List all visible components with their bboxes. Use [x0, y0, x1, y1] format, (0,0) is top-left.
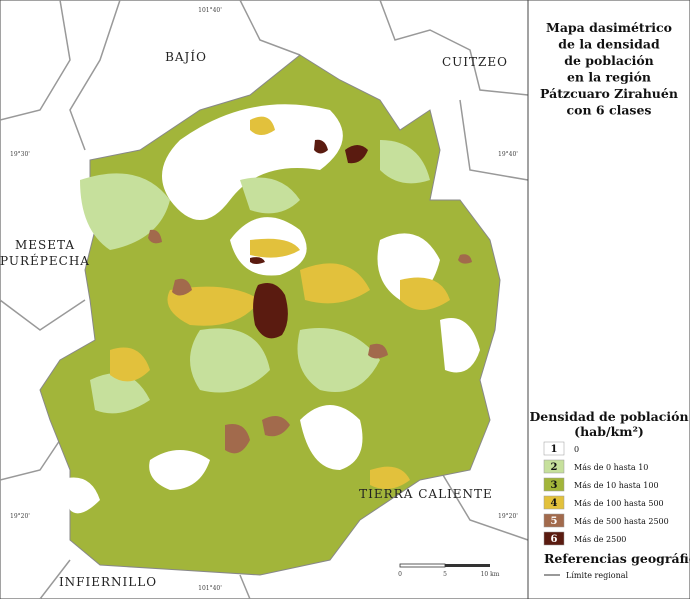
scale-label: 0	[398, 571, 402, 578]
legend-title: Densidad de población	[529, 409, 688, 424]
legend-swatch	[543, 459, 565, 474]
region-label: INFIERNILLO	[59, 575, 157, 589]
map-title: de población	[564, 53, 654, 68]
legend-swatch	[543, 531, 565, 546]
legend-class: 3	[551, 480, 558, 491]
map-title: en la región	[567, 70, 651, 85]
legend-label: Más de 2500	[574, 535, 626, 544]
region-label: MESETA	[15, 238, 75, 252]
legend-class: 1	[551, 444, 558, 455]
legend-class: 4	[551, 498, 558, 509]
region-labels: BAJÍO CUITZEO MESETA PURÉPECHA TIERRA CA…	[0, 49, 508, 589]
coord-label: 19°20'	[498, 513, 518, 520]
map-title: Mapa dasimétrico	[546, 20, 672, 35]
region-label: BAJÍO	[165, 49, 207, 64]
legend-label: Más de 100 hasta 500	[574, 499, 664, 508]
density-patches	[60, 104, 480, 514]
legend-swatch	[543, 513, 565, 528]
legend-class: 2	[551, 462, 558, 473]
coord-label: 101°40'	[198, 7, 222, 14]
reference-label: Límite regional	[566, 571, 628, 580]
scale-label: 5	[443, 571, 447, 578]
coord-label: 19°20'	[10, 513, 30, 520]
legend-label: Más de 0 hasta 10	[574, 463, 648, 472]
coord-label: 19°40'	[498, 151, 518, 158]
legend-swatch	[543, 477, 565, 492]
region-label: CUITZEO	[442, 55, 508, 69]
coord-label: 101°40'	[198, 585, 222, 592]
scale-bar: 0 5 10 km	[398, 563, 500, 578]
legend-label: 0	[574, 445, 579, 454]
coord-label: 19°30'	[10, 151, 30, 158]
legend-class: 5	[551, 516, 558, 527]
region-label: PURÉPECHA	[0, 253, 90, 268]
map-title: con 6 clases	[567, 103, 652, 118]
legend-title: (hab/km²)	[574, 424, 644, 439]
map: 101°40' 19°30' 19°40' 19°20' 19°20' 101°…	[0, 0, 529, 599]
scale-label: 10 km	[481, 571, 500, 578]
legend-label: Más de 10 hasta 100	[574, 481, 659, 490]
neighbor-boundaries	[0, 0, 529, 599]
coordinates: 101°40' 19°30' 19°40' 19°20' 19°20' 101°…	[10, 7, 518, 592]
legend-class: 6	[551, 534, 558, 545]
map-title: Pátzcuaro Zirahuén	[540, 86, 678, 101]
region-label: TIERRA CALIENTE	[359, 487, 493, 501]
legend-swatch	[543, 441, 565, 456]
references-title: Referencias geográficas	[544, 551, 690, 566]
legend-swatch	[543, 495, 565, 510]
legend-label: Más de 500 hasta 2500	[574, 517, 669, 526]
map-title: de la densidad	[558, 37, 660, 52]
